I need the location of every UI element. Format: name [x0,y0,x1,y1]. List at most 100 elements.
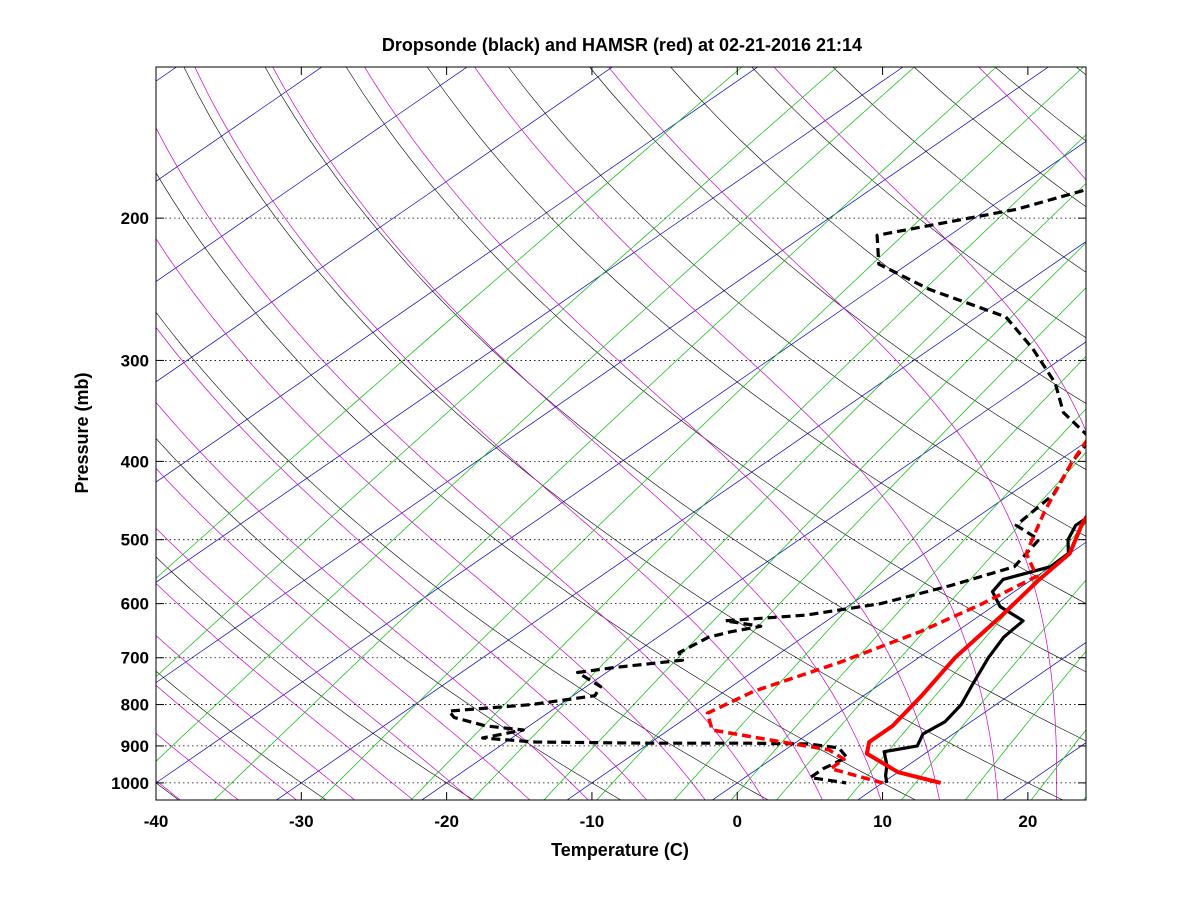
isotherm-line [156,67,1049,684]
x-tick-label: -10 [580,812,605,831]
x-tick-label: 10 [873,812,892,831]
dry-adiabat-line [156,670,327,800]
moist-adiabat-line [156,401,589,800]
dry-adiabat-line [426,67,1086,604]
isotherm-line [421,341,1086,800]
moist-adiabat-line [156,582,414,800]
x-tick-label: 0 [733,812,742,831]
mixing-ratio-line [156,67,915,762]
mixing-ratio-line [213,67,997,800]
mixing-ratio-line [846,522,1086,800]
y-tick-label: 600 [121,595,149,614]
moist-adiabat-line [0,39,126,803]
y-tick-label: 300 [121,351,149,370]
moist-adiabat-line [156,127,765,800]
y-tick-label: 800 [121,696,149,715]
x-axis-label: Temperature (C) [551,840,689,860]
x-tick-label: -20 [434,812,459,831]
mixing-ratio-line [1179,39,1200,803]
mixing-ratio-line [776,451,1086,800]
dry-adiabat-line [670,67,1086,404]
isotherm-line [156,67,759,483]
hamsr-dewpoint-line [705,438,1086,785]
isotherm-line [857,642,1086,800]
dry-adiabat-line [156,556,474,800]
mixing-ratio-line [730,408,1086,800]
mixing-ratio-line [156,67,743,579]
dropsonde-temperature-line [882,516,1086,784]
isotherm-line [156,67,178,82]
isotherm-line [156,67,613,383]
dry-adiabat-line [508,67,1086,537]
dropsonde-dewpoint-line [447,188,1086,785]
sounding-profiles [447,188,1086,785]
mixing-ratio-line [1030,729,1086,800]
dry-adiabat-line [832,67,1086,273]
y-tick-label: 1000 [111,774,149,793]
moist-adiabat-line [156,527,472,800]
mixing-ratio-line [901,579,1086,800]
x-tick-label: -40 [144,812,169,831]
isotherm-line [156,67,323,182]
mixing-ratio-line [964,650,1086,800]
isotherm-line [156,140,1086,784]
y-tick-label: 900 [121,737,149,756]
moist-adiabat-line [156,780,181,800]
dry-adiabat-line [1122,39,1200,803]
pressure-gridlines [156,217,1086,784]
isotherm-line [1144,39,1200,803]
dry-adiabat-line [156,437,622,800]
dry-adiabat-line [751,67,1086,339]
isotherm-line [156,67,904,583]
chart-title: Dropsonde (black) and HAMSR (red) at 02-… [382,35,862,55]
mixing-ratio-line [156,67,838,678]
isotherm-line [711,541,1086,800]
moist-adiabat-line [608,67,1057,800]
mixing-ratio-line [471,182,1086,800]
moist-adiabat-line [474,67,999,800]
y-tick-label: 200 [121,209,149,228]
plot-frame [155,66,1087,801]
mixing-ratio-line [596,287,1086,800]
moist-adiabat-line [156,684,298,800]
isotherm-line [275,241,1086,800]
moist-adiabat-line [156,467,531,800]
x-axis-ticks: -40 -30 -20 -10 0 10 20 [144,67,1037,831]
moist-adiabat-line [978,67,1086,181]
dry-adiabat-line [345,67,1086,673]
dry-adiabat-line [264,67,1086,742]
mixing-ratio-line [543,242,1086,800]
y-axis-ticks: 200 300 400 500 600 700 800 900 1000 [111,209,1086,793]
y-tick-label: 700 [121,649,149,668]
mixing-ratio-line [319,67,1084,800]
moist-adiabat-line [272,67,882,800]
moist-adiabat-line [156,732,239,800]
dry-adiabat-line [589,67,1086,470]
mixing-ratio-line [1135,39,1200,803]
moist-adiabat-line [364,67,940,800]
y-tick-label: 500 [121,531,149,550]
isotherm-line [1002,742,1086,800]
mixing-ratio-line [1083,796,1086,800]
mixing-ratio-line [673,355,1086,800]
isotherm-line [156,67,468,283]
background-grid-lines [0,39,1200,803]
moist-adiabat-line [156,326,648,800]
moist-adiabat-line [1192,39,1200,803]
y-axis-label: Pressure (mb) [72,372,92,493]
dry-adiabat-line [183,67,1064,800]
moist-adiabat-line [156,238,706,800]
mixing-ratio-line [410,134,1086,800]
dry-adiabat-line [156,172,917,800]
moist-adiabat-line [194,67,823,800]
dry-adiabat-line [913,67,1086,208]
dry-adiabat-line [156,311,769,800]
isotherm-line [566,441,1086,800]
isotherm-line [0,39,72,803]
moist-adiabat-line [773,67,1086,433]
hamsr-temperature-line [864,513,1086,785]
x-tick-label: -30 [289,812,314,831]
y-tick-label: 400 [121,452,149,471]
moist-adiabat-line [156,635,356,800]
